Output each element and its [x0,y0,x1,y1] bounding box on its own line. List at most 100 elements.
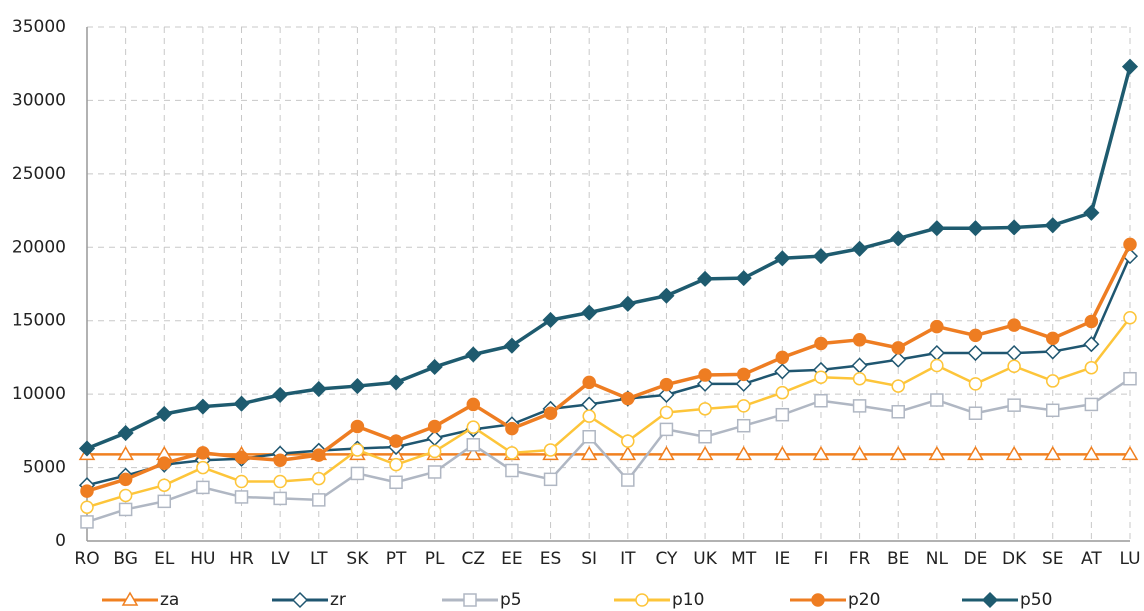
marker [1005,445,1023,461]
marker [463,593,477,607]
marker [735,375,752,392]
series [80,371,1137,529]
marker [635,593,649,607]
marker [1006,344,1023,362]
marker [350,443,365,457]
marker [312,448,326,462]
marker [121,591,139,606]
series-line [86,317,1131,509]
marker [891,341,905,355]
marker [698,429,712,444]
marker [930,393,944,407]
marker [1045,403,1060,418]
marker [1044,445,1062,461]
x-tick-label: HR [229,549,254,569]
marker [1123,371,1137,386]
marker [968,328,983,343]
marker [582,429,596,444]
marker [542,311,559,329]
marker [967,445,984,461]
marker [619,445,637,461]
marker [1007,359,1021,373]
x-tick-label: SI [581,549,597,569]
marker [582,375,596,390]
marker [659,405,674,420]
marker [1083,445,1100,461]
x-tick-label: FI [814,549,829,569]
marker [312,471,326,486]
marker [968,406,983,420]
x-tick-label: EL [154,549,175,569]
marker [775,350,790,365]
x-tick-label: ES [540,549,562,569]
y-tick-label: 25000 [12,164,66,184]
marker [1007,318,1021,332]
marker [118,488,133,503]
marker [774,363,791,380]
marker [889,445,907,461]
marker [117,424,134,442]
marker [466,420,481,434]
marker [234,474,249,489]
marker [1045,374,1060,388]
x-tick-label: FR [849,549,871,569]
marker [310,380,327,398]
marker [543,443,558,457]
marker [1084,397,1099,412]
marker [426,358,443,376]
marker [775,385,790,400]
x-tick-label: LT [310,549,328,569]
marker [273,474,287,489]
marker [273,491,287,506]
marker [505,421,519,436]
x-tick-label: IE [774,549,790,569]
marker [1044,343,1061,360]
marker [775,407,790,422]
marker [659,377,674,392]
y-tick-label: 15000 [12,311,66,331]
marker [814,394,828,408]
series [80,311,1137,514]
marker [1045,331,1060,346]
marker [196,446,210,460]
x-tick-label: RO [74,549,99,569]
legend-label: p5 [500,590,522,610]
marker [581,304,598,321]
x-tick-label: CZ [462,549,486,569]
x-tick-label: UK [693,549,717,569]
series [80,237,1137,498]
x-tick-label: BG [113,549,138,569]
marker [194,398,211,415]
marker [928,344,945,362]
marker [1044,217,1061,234]
marker [812,248,830,265]
marker [814,336,828,351]
marker [427,419,442,434]
marker [930,358,944,373]
marker [619,295,636,312]
marker [543,406,558,420]
marker [812,445,830,461]
marker [968,377,983,391]
marker [890,230,907,247]
marker [466,438,481,452]
x-tick-label: EE [501,549,522,569]
x-tick-label: IT [620,549,636,569]
marker [659,422,674,437]
marker [851,445,868,461]
marker [621,391,635,406]
marker [196,480,210,495]
x-tick-label: LU [1119,549,1140,569]
marker [1123,311,1137,325]
x-tick-label: NL [926,549,949,569]
marker [928,220,945,237]
marker [851,240,868,257]
marker [736,367,751,382]
y-tick-label: 0 [55,531,66,551]
marker [621,473,635,487]
legend-label: p10 [672,590,704,610]
marker [930,319,944,334]
marker [891,379,905,393]
marker [774,250,791,267]
